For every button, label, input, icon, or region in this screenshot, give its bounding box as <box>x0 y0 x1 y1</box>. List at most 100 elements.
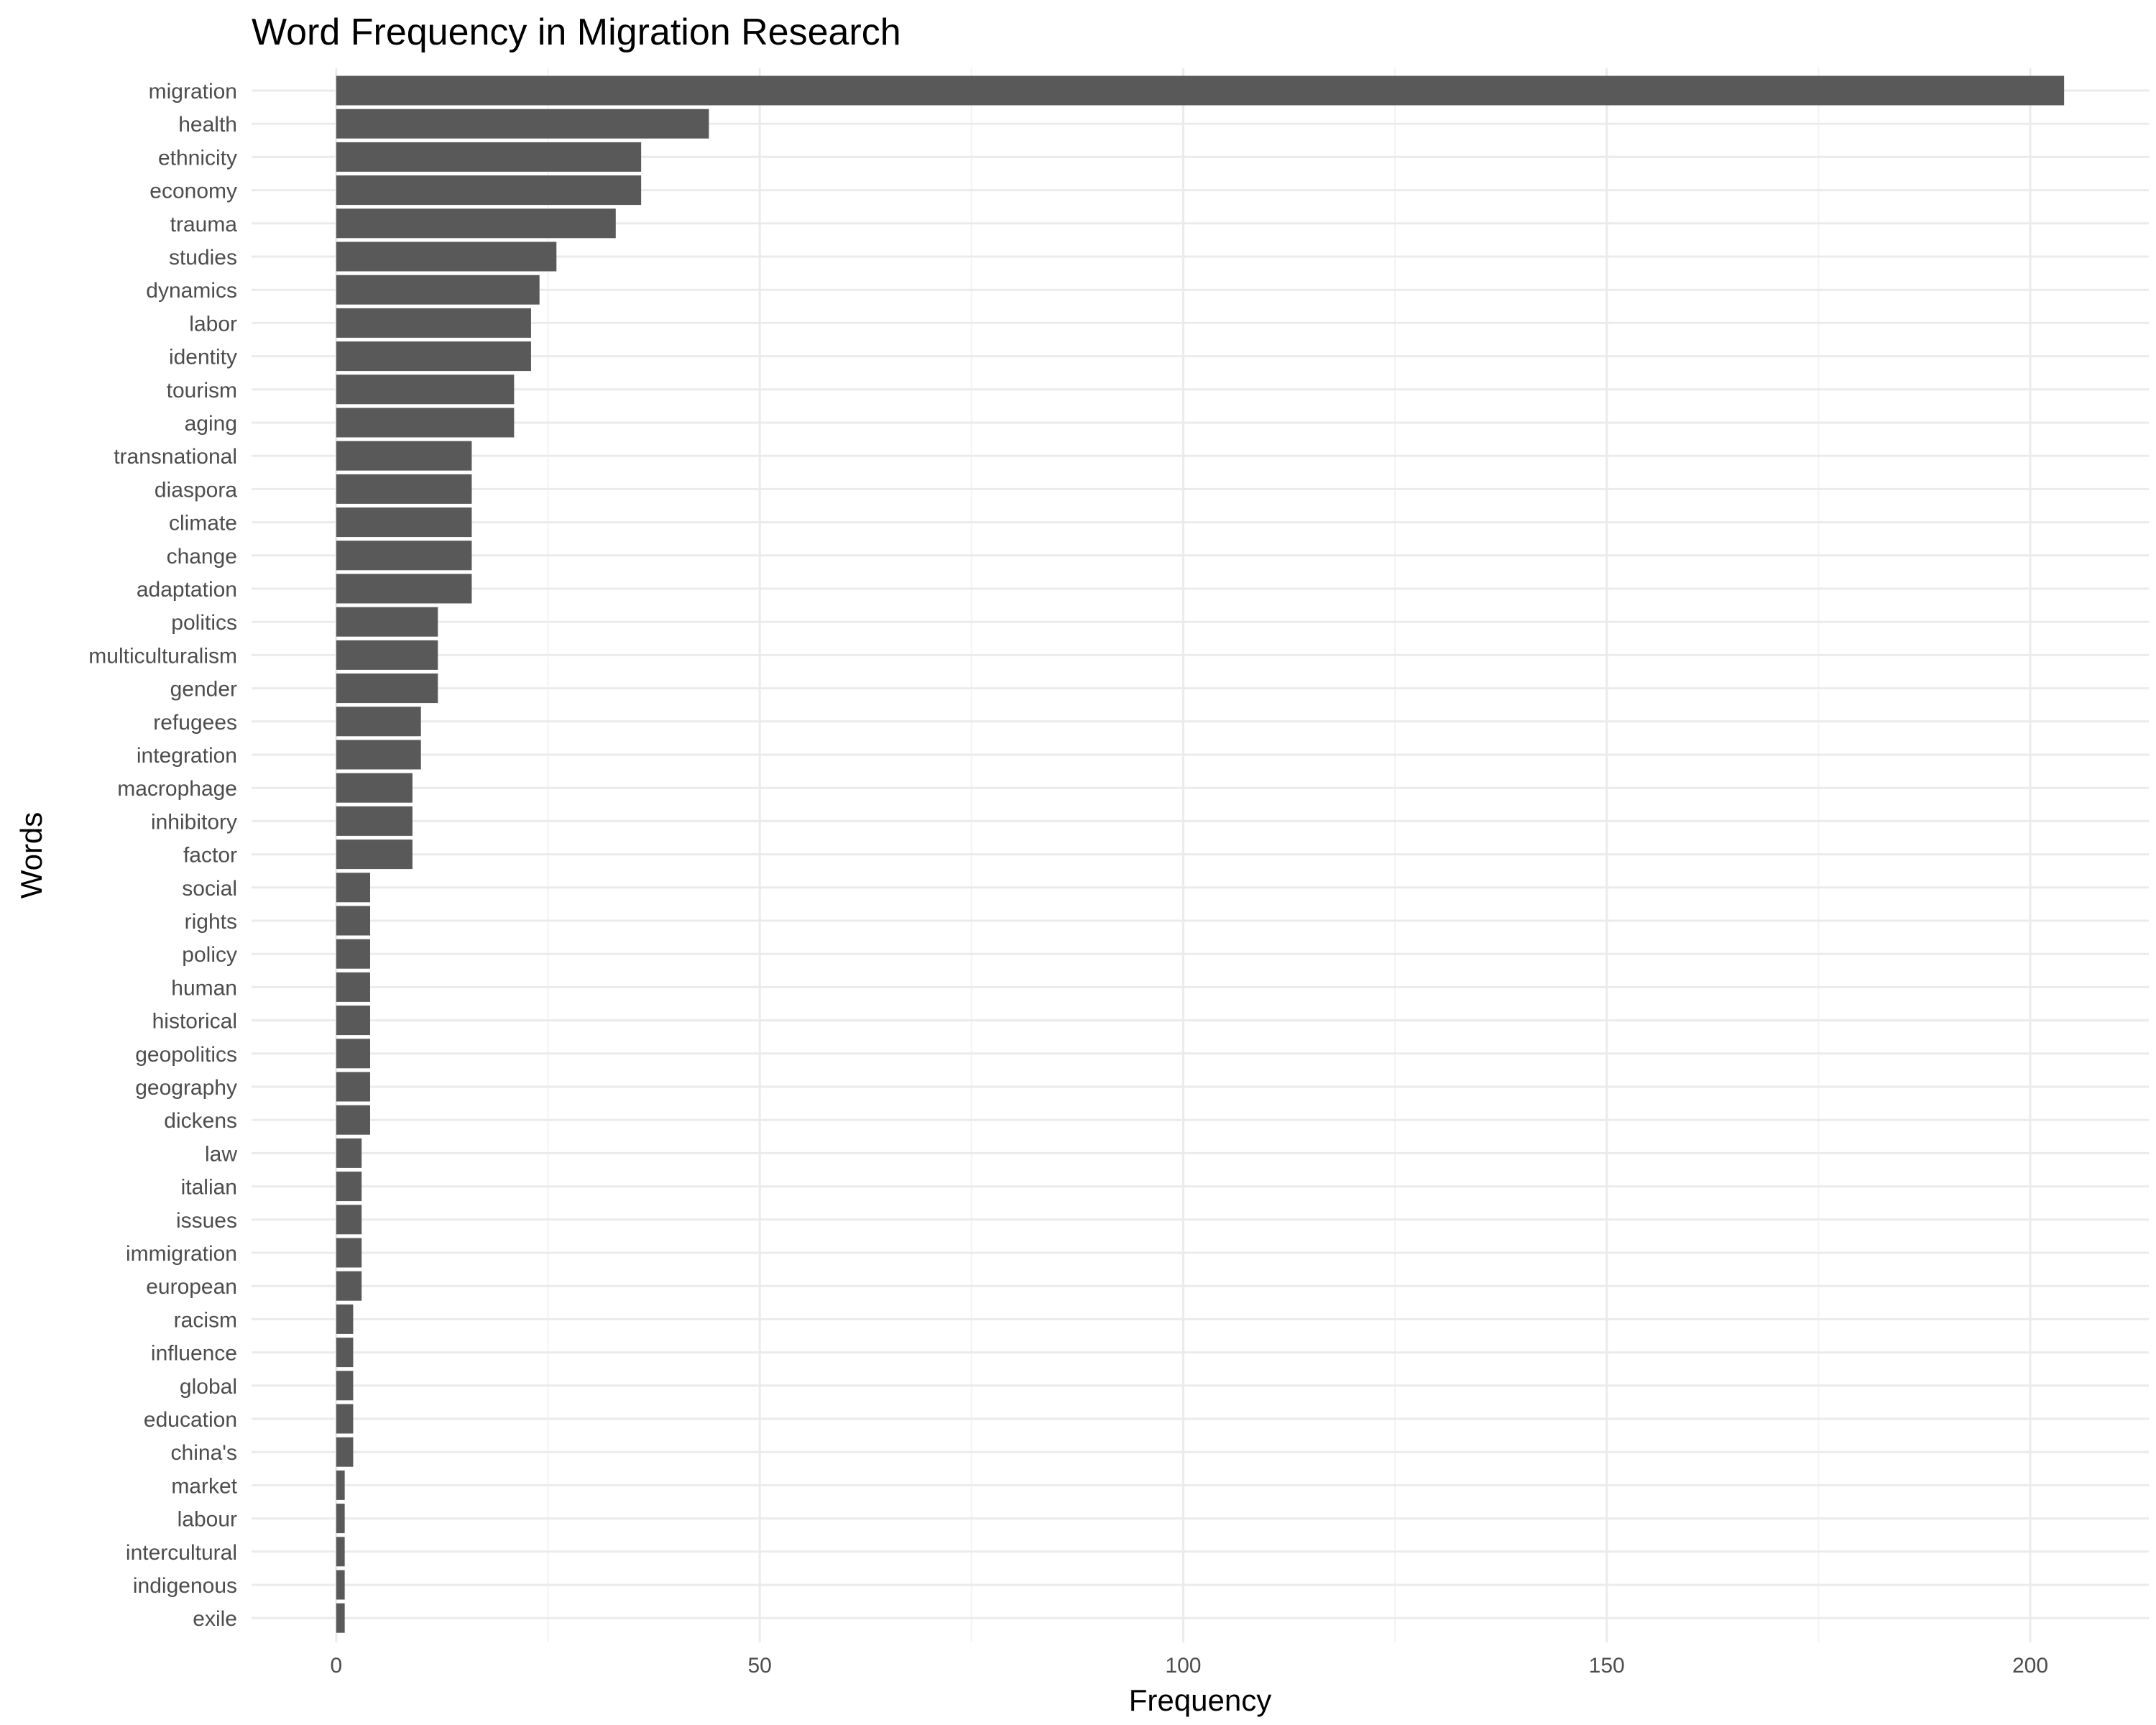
bars <box>336 75 2065 1633</box>
bar-indigenous <box>336 1570 345 1600</box>
y-tick-label: geography <box>135 1076 237 1100</box>
bar-education <box>336 1404 354 1434</box>
bar-policy <box>336 939 370 969</box>
y-tick-label: italian <box>181 1176 237 1200</box>
bar-dickens <box>336 1105 370 1135</box>
y-tick-label: human <box>171 976 237 1000</box>
bar-tourism <box>336 374 515 405</box>
bar-macrophage <box>336 773 413 803</box>
bar-racism <box>336 1304 354 1334</box>
y-tick-labels: migration health ethnicity economy trauma stu… <box>88 80 237 1631</box>
bar-labour <box>336 1504 345 1534</box>
y-axis-title: Words <box>14 812 48 899</box>
y-tick-label: identity <box>169 346 237 369</box>
y-tick-label: factor <box>183 844 237 868</box>
bar-politics <box>336 607 438 637</box>
bar-migration <box>336 75 2065 106</box>
bar-aging <box>336 408 515 438</box>
y-tick-label: indigenous <box>133 1574 237 1598</box>
y-tick-label: climate <box>169 512 237 535</box>
bar-integration <box>336 740 421 770</box>
y-tick-label: ethnicity <box>158 146 237 170</box>
bar-studies <box>336 242 557 272</box>
y-tick-label: adaptation <box>137 578 237 602</box>
y-tick-label: policy <box>182 943 237 967</box>
bar-law <box>336 1138 362 1168</box>
bar-factor <box>336 840 413 870</box>
bar-labor <box>336 308 531 338</box>
bar-trauma <box>336 208 616 239</box>
bar-inhibitory <box>336 806 413 836</box>
y-tick-label: dynamics <box>146 279 237 303</box>
bar-exile <box>336 1603 345 1633</box>
y-tick-label: inhibitory <box>151 810 237 834</box>
y-tick-label: global <box>180 1375 237 1399</box>
x-tick-label: 100 <box>1165 1654 1201 1678</box>
bar-geography <box>336 1072 370 1102</box>
bar-rights <box>336 906 370 936</box>
bar-economy <box>336 175 642 206</box>
y-tick-label: rights <box>185 910 237 934</box>
y-tick-label: china's <box>171 1441 237 1465</box>
x-tick-labels: 0 50 100 150 200 <box>331 1654 2049 1678</box>
y-tick-label: european <box>146 1275 237 1299</box>
bar-social <box>336 873 370 903</box>
bar-immigration <box>336 1238 362 1268</box>
bar-italian <box>336 1172 362 1202</box>
bar-geopolitics <box>336 1039 370 1069</box>
bar-refugees <box>336 707 421 737</box>
bar-human <box>336 972 370 1002</box>
y-tick-label: labor <box>189 312 237 336</box>
bar-issues <box>336 1205 362 1235</box>
y-tick-label: multiculturalism <box>88 644 237 668</box>
y-tick-label: economy <box>149 180 237 203</box>
x-axis-title: Frequency <box>1129 1683 1271 1717</box>
bar-transnational <box>336 441 472 471</box>
bar-global <box>336 1371 354 1401</box>
y-tick-label: transnational <box>114 445 237 469</box>
y-tick-label: intercultural <box>126 1541 237 1565</box>
bar-multiculturalism <box>336 640 438 670</box>
y-tick-label: issues <box>176 1209 237 1233</box>
bar-market <box>336 1470 345 1500</box>
y-tick-label: immigration <box>126 1242 237 1266</box>
bar-diaspora <box>336 474 472 504</box>
y-tick-label: refugees <box>153 711 237 735</box>
x-tick-label: 0 <box>331 1654 343 1678</box>
y-tick-label: integration <box>137 744 237 768</box>
y-tick-label: geopolitics <box>135 1043 237 1067</box>
y-tick-label: market <box>171 1474 237 1498</box>
y-tick-label: aging <box>185 412 237 436</box>
y-tick-label: gender <box>170 678 237 702</box>
x-tick-label: 150 <box>1589 1654 1625 1678</box>
x-tick-label: 50 <box>747 1654 771 1678</box>
bar-identity <box>336 341 531 372</box>
bar-historical <box>336 1006 370 1036</box>
y-tick-label: health <box>178 113 237 137</box>
bar-china-s <box>336 1437 354 1467</box>
y-tick-label: tourism <box>167 379 237 402</box>
y-tick-label: macrophage <box>117 777 237 801</box>
y-tick-label: politics <box>171 611 237 635</box>
bar-health <box>336 109 709 139</box>
bar-dynamics <box>336 275 540 305</box>
y-tick-label: change <box>167 545 237 569</box>
bar-influence <box>336 1338 354 1368</box>
y-tick-label: education <box>144 1408 237 1432</box>
y-tick-label: labour <box>178 1508 237 1532</box>
bar-climate <box>336 507 472 538</box>
bar-intercultural <box>336 1537 345 1567</box>
y-tick-label: racism <box>174 1308 237 1332</box>
y-tick-label: migration <box>149 80 237 104</box>
bar-change <box>336 540 472 571</box>
chart-title: Word Frequency in Migration Research <box>252 12 901 53</box>
bar-ethnicity <box>336 142 642 172</box>
y-tick-label: influence <box>151 1342 237 1366</box>
y-tick-label: social <box>182 877 237 901</box>
bar-adaptation <box>336 574 472 604</box>
bar-european <box>336 1271 362 1301</box>
y-tick-label: historical <box>152 1010 237 1034</box>
bar-gender <box>336 673 438 704</box>
